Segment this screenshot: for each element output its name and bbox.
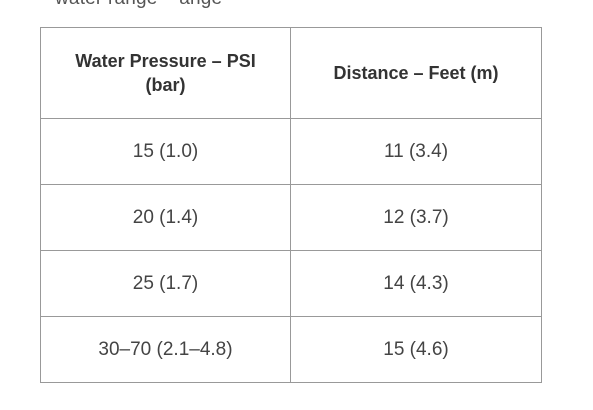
- header-water-pressure: Water Pressure – PSI (bar): [40, 27, 291, 119]
- clipped-heading-text: water range – ange: [55, 0, 222, 10]
- header-distance: Distance – Feet (m): [290, 27, 542, 119]
- cell-water-pressure: 15 (1.0): [40, 118, 291, 185]
- table-row: 30–70 (2.1–4.8) 15 (4.6): [40, 316, 542, 383]
- table-row: 20 (1.4) 12 (3.7): [40, 184, 542, 251]
- cell-distance: 11 (3.4): [290, 118, 542, 185]
- cell-distance: 12 (3.7): [290, 184, 542, 251]
- cell-distance: 15 (4.6): [290, 316, 542, 383]
- table-header-row: Water Pressure – PSI (bar) Distance – Fe…: [40, 27, 542, 119]
- cell-water-pressure: 20 (1.4): [40, 184, 291, 251]
- cell-distance: 14 (4.3): [290, 250, 542, 317]
- cell-water-pressure: 30–70 (2.1–4.8): [40, 316, 291, 383]
- table-row: 25 (1.7) 14 (4.3): [40, 250, 542, 317]
- pressure-distance-table: Water Pressure – PSI (bar) Distance – Fe…: [40, 27, 542, 383]
- cell-water-pressure: 25 (1.7): [40, 250, 291, 317]
- table-row: 15 (1.0) 11 (3.4): [40, 118, 542, 185]
